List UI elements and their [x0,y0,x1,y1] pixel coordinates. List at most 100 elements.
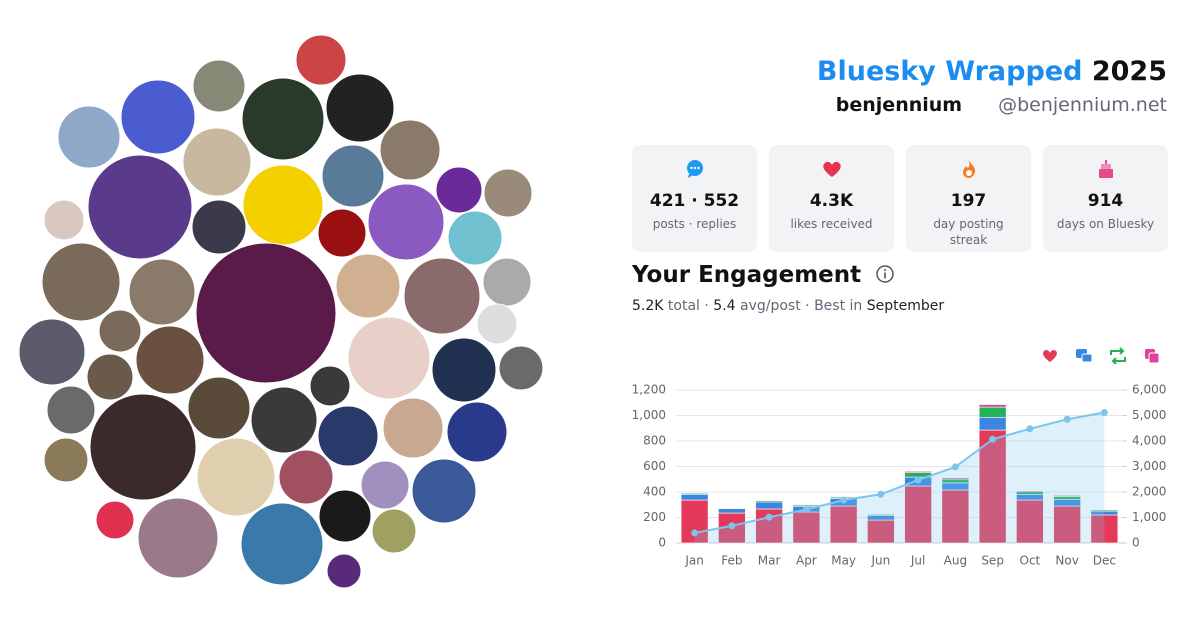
avg-label: avg/post [740,298,801,314]
stat-card: 4.3K likes received [769,145,894,252]
y2-tick-label: 1,000 [1132,510,1166,524]
avatar[interactable] [87,154,193,260]
avatar[interactable] [46,385,96,435]
avatar[interactable] [191,199,247,255]
avatar[interactable] [318,489,372,543]
avatar[interactable] [182,127,252,197]
avatar[interactable] [326,553,362,589]
avatar[interactable] [43,199,85,241]
avatar[interactable] [446,401,508,463]
avatar[interactable] [242,164,324,246]
bar-segment [829,505,858,544]
legend-icon[interactable] [1043,349,1057,362]
y-tick-label: 800 [643,434,666,448]
avatar[interactable] [250,386,318,454]
x-tick-label: Aug [944,554,967,568]
avatar[interactable] [382,397,444,459]
bubble [1081,353,1093,363]
x-tick-label: Apr [796,554,817,568]
info-icon[interactable] [875,264,895,284]
avatar[interactable] [403,257,481,335]
avatar[interactable] [128,258,196,326]
avatar[interactable] [371,508,417,554]
engagement-title: Your Engagement [632,262,862,288]
line-point [765,513,773,521]
line-area [694,412,1105,543]
bar-segment [904,471,932,473]
avatar[interactable] [360,460,410,510]
avatar[interactable] [135,325,205,395]
avatar[interactable] [43,437,89,483]
legend-icon[interactable] [1110,347,1126,365]
avatar[interactable] [498,345,544,391]
avatar[interactable] [317,405,379,467]
bar-segment [680,493,709,501]
avatar[interactable] [137,497,219,579]
avatar[interactable] [98,309,142,353]
arrows [1110,347,1126,365]
handle[interactable]: @benjennium.net [998,94,1167,116]
y-tick-label: 200 [643,510,666,524]
avatar[interactable] [295,34,347,86]
avatar[interactable] [86,353,134,401]
x-tick-label: May [831,554,856,568]
bar-segment [978,416,1007,431]
avatar[interactable] [120,79,196,155]
avatar[interactable] [278,449,334,505]
avatar[interactable] [95,500,135,540]
stat-label: posts · replies [652,217,737,231]
avatar[interactable] [482,257,532,307]
avatar[interactable] [335,253,401,319]
legend-icon[interactable] [1076,349,1093,363]
avatar[interactable] [447,210,503,266]
avatar[interactable] [241,77,325,161]
avatar[interactable] [196,437,276,517]
x-tick-label: Jun [871,554,891,568]
line-point [1063,415,1071,423]
avatar[interactable] [317,208,367,258]
bar-segment [1090,508,1119,511]
bar-segment [792,504,821,506]
separator: · [805,298,810,314]
legend-icon[interactable] [1145,349,1160,364]
avatar[interactable] [476,303,518,345]
icon [1098,160,1113,178]
avatar[interactable] [325,73,395,143]
stat-value: 4.3K [809,191,854,211]
avatar[interactable] [367,183,445,261]
avatar[interactable] [379,119,441,181]
stat-card: 421 · 552 posts · replies [632,145,757,252]
avatar[interactable] [483,168,533,218]
avatar[interactable] [89,393,197,501]
line-point [1100,409,1108,417]
title: Bluesky Wrapped 2025 [817,56,1167,87]
best-month: September [866,298,945,314]
bar-segment [1090,514,1119,544]
avatar[interactable] [187,376,251,440]
y-tick-label: 1,000 [632,408,666,422]
avatar[interactable] [431,337,497,403]
avatar[interactable] [41,242,121,322]
icon [962,160,975,178]
avatar[interactable] [240,502,324,586]
section-title: Your Engagement [632,262,895,288]
avatar[interactable] [195,242,337,384]
heart [1043,349,1057,362]
avatar[interactable] [321,144,385,208]
stat-value: 197 [950,191,987,211]
avatar[interactable] [18,318,86,386]
avatar[interactable] [57,105,121,169]
avatar[interactable] [347,316,431,400]
avatar[interactable] [192,59,246,113]
avatar[interactable] [309,365,351,407]
y2-tick-label: 4,000 [1132,434,1166,448]
x-tick-label: Feb [721,554,742,568]
line-point [951,463,959,471]
stat-label: day posting streak [933,217,1004,247]
avatar[interactable] [435,166,483,214]
separator: · [704,298,709,314]
avatar[interactable] [411,458,477,524]
display-name: benjennium [835,94,963,116]
x-tick-label: Nov [1055,554,1078,568]
